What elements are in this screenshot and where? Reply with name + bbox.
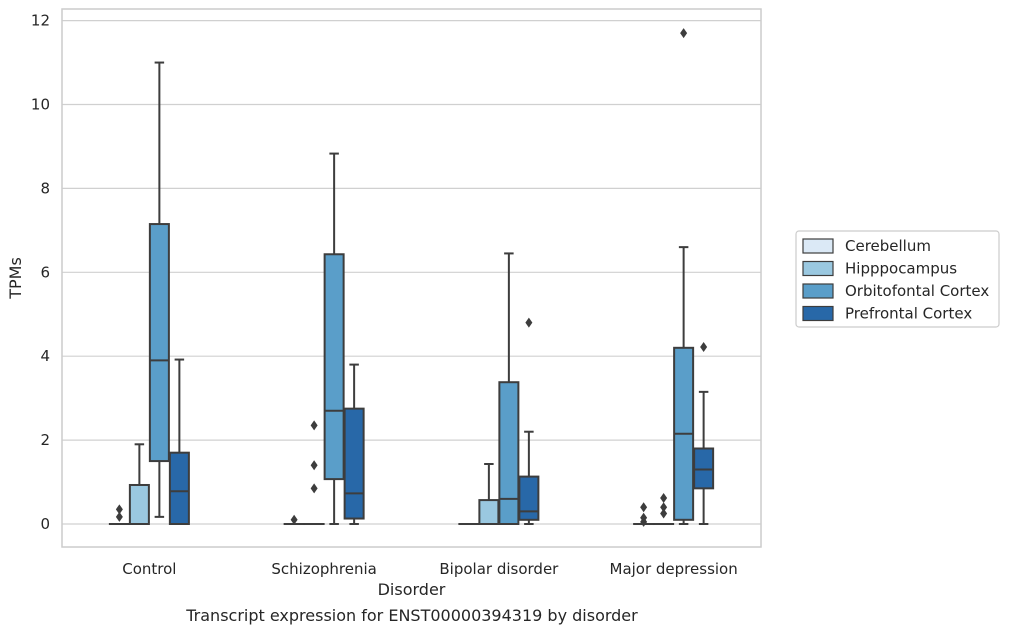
box-cerebellum bbox=[283, 514, 305, 526]
outlier-point bbox=[660, 492, 668, 503]
x-axis-ticks: Control Schizophrenia Bipolar disorder Majo… bbox=[122, 560, 737, 578]
legend-swatch bbox=[802, 238, 834, 254]
outlier-point bbox=[660, 508, 668, 519]
outlier-point bbox=[680, 28, 688, 39]
outlier-point bbox=[310, 483, 318, 494]
outlier-point bbox=[290, 514, 298, 525]
y-tick-label: 8 bbox=[40, 179, 50, 197]
box-cerebellum bbox=[108, 504, 130, 526]
legend-frame bbox=[795, 230, 1000, 328]
y-tick-label: 6 bbox=[40, 263, 50, 281]
box-body bbox=[128, 483, 150, 526]
y-tick-label: 10 bbox=[31, 96, 50, 114]
figure-caption: Transcript expression for ENST0000039431… bbox=[186, 606, 638, 625]
y-axis-label: TPMs bbox=[6, 257, 25, 300]
box-hipppocampus bbox=[478, 463, 500, 525]
box-body bbox=[168, 451, 190, 525]
outlier-point bbox=[660, 502, 668, 513]
y-tick-label: 12 bbox=[31, 12, 50, 30]
y-tick-label: 0 bbox=[40, 515, 50, 533]
y-tick-label: 2 bbox=[40, 431, 50, 449]
outlier-point bbox=[115, 504, 123, 515]
box-body bbox=[148, 223, 170, 463]
box-prefrontal-cortex bbox=[343, 363, 365, 525]
box-body bbox=[693, 447, 715, 490]
box-body bbox=[478, 499, 500, 525]
y-tick-label: 4 bbox=[40, 347, 50, 365]
plot-frame bbox=[61, 8, 762, 548]
x-tick-label: Schizophrenia bbox=[271, 560, 376, 578]
legend-label: Orbitofontal Cortex bbox=[845, 282, 989, 300]
box-body bbox=[518, 475, 540, 521]
outlier-point bbox=[525, 317, 533, 328]
legend-label: Prefrontal Cortex bbox=[845, 305, 972, 323]
box-prefrontal-cortex bbox=[168, 358, 190, 525]
outlier-point bbox=[310, 460, 318, 471]
legend-swatch bbox=[802, 305, 834, 322]
box-orbitofontal-cortex bbox=[673, 28, 695, 525]
box-body bbox=[498, 381, 520, 526]
box-orbitofontal-cortex bbox=[148, 61, 170, 518]
x-tick-label: Control bbox=[122, 560, 176, 578]
box-prefrontal-cortex bbox=[518, 317, 540, 525]
outlier-point bbox=[700, 341, 708, 352]
box-cerebellum bbox=[633, 502, 655, 527]
outlier-point bbox=[310, 420, 318, 431]
box-hipppocampus bbox=[653, 492, 675, 526]
x-axis-label: Disorder bbox=[378, 580, 446, 599]
box-prefrontal-cortex bbox=[693, 341, 715, 525]
box-hipppocampus bbox=[303, 420, 325, 526]
x-tick-label: Major depression bbox=[610, 560, 738, 578]
x-tick-label: Bipolar disorder bbox=[439, 560, 559, 578]
outlier-point bbox=[640, 512, 648, 523]
outlier-point bbox=[640, 502, 648, 513]
legend-swatch bbox=[802, 260, 834, 277]
legend-label: Hipppocampus bbox=[845, 260, 957, 278]
box-body bbox=[323, 253, 345, 481]
box-body bbox=[343, 407, 365, 520]
legend: Cerebellum Hipppocampus Orbitofontal Corte… bbox=[795, 230, 1000, 328]
y-axis-ticks: 0 2 4 6 8 10 12 bbox=[31, 12, 50, 533]
box-orbitofontal-cortex bbox=[323, 152, 345, 525]
legend-swatch bbox=[802, 283, 834, 299]
box-plot-series bbox=[108, 28, 715, 527]
box-orbitofontal-cortex bbox=[498, 252, 520, 526]
box-hipppocampus bbox=[128, 443, 150, 526]
legend-label: Cerebellum bbox=[845, 237, 931, 255]
outlier-point bbox=[115, 511, 123, 522]
